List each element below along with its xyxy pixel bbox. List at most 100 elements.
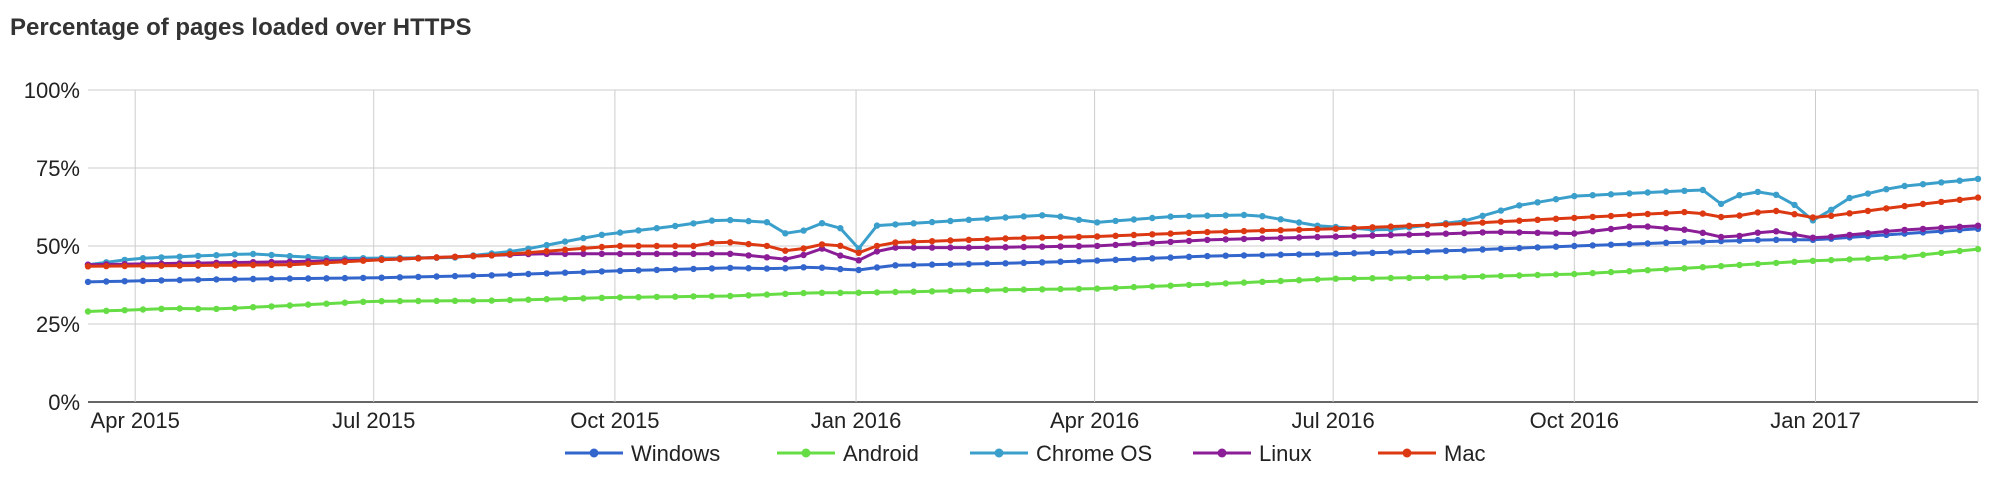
- data-point-mac: [378, 256, 385, 263]
- data-point-windows: [1222, 252, 1229, 259]
- data-point-windows: [1497, 245, 1505, 252]
- data-point-linux: [672, 250, 679, 257]
- data-point-chrome-os: [1020, 213, 1027, 220]
- data-point-mac: [1295, 226, 1303, 233]
- data-point-linux: [1424, 230, 1431, 238]
- data-point-mac: [84, 263, 92, 270]
- data-point-android: [525, 296, 532, 303]
- data-point-mac: [286, 261, 293, 268]
- data-point-android: [1112, 284, 1119, 292]
- data-point-mac: [1020, 234, 1027, 242]
- data-point-mac: [1387, 223, 1395, 230]
- data-point-android: [1791, 258, 1798, 265]
- data-point-mac: [1350, 224, 1358, 232]
- data-point-linux: [1442, 230, 1450, 237]
- data-point-mac: [1516, 217, 1523, 224]
- data-point-mac: [837, 242, 844, 249]
- data-point-mac: [1974, 194, 1982, 201]
- data-point-windows: [1791, 236, 1798, 243]
- legend-label-android: Android: [843, 441, 919, 466]
- data-point-windows: [176, 276, 183, 284]
- data-point-android: [690, 293, 697, 300]
- data-point-android: [928, 288, 936, 295]
- data-point-mac: [1057, 234, 1064, 241]
- data-point-mac: [1314, 226, 1321, 233]
- data-point-android: [1516, 272, 1523, 279]
- data-point-android: [1681, 265, 1688, 272]
- data-point-android: [873, 289, 881, 296]
- data-point-chrome-os: [1644, 189, 1651, 196]
- data-point-chrome-os: [194, 252, 202, 260]
- data-point-windows: [1240, 252, 1248, 259]
- x-tick-label: Apr 2016: [1050, 408, 1139, 433]
- data-point-chrome-os: [1039, 212, 1046, 219]
- data-point-android: [1442, 274, 1450, 281]
- data-point-linux: [1039, 243, 1046, 250]
- data-point-linux: [653, 250, 660, 257]
- data-point-windows: [360, 274, 367, 282]
- data-point-mac: [268, 261, 275, 269]
- data-point-mac: [121, 262, 128, 270]
- data-point-windows: [818, 264, 826, 271]
- data-point-mac: [635, 242, 642, 250]
- data-point-windows: [1571, 242, 1578, 250]
- data-point-windows: [873, 264, 881, 271]
- data-point-linux: [1002, 244, 1009, 251]
- data-point-mac: [194, 262, 202, 269]
- data-point-mac: [1736, 212, 1743, 219]
- y-tick-label: 25%: [36, 312, 80, 337]
- data-point-windows: [1406, 248, 1413, 255]
- data-point-windows: [1552, 243, 1560, 250]
- data-point-android: [543, 296, 550, 303]
- data-point-chrome-os: [690, 220, 697, 227]
- data-point-chrome-os: [249, 250, 257, 258]
- data-point-windows: [1314, 250, 1321, 258]
- data-point-android: [1699, 264, 1707, 271]
- data-point-chrome-os: [1919, 181, 1927, 188]
- data-point-windows: [286, 275, 293, 282]
- data-point-android: [892, 288, 899, 296]
- data-point-chrome-os: [928, 218, 936, 226]
- data-point-android: [910, 288, 917, 295]
- y-tick-label: 75%: [36, 156, 80, 181]
- data-point-android: [268, 303, 275, 310]
- data-point-linux: [1974, 222, 1982, 229]
- data-point-android: [561, 295, 569, 302]
- data-point-mac: [873, 242, 881, 250]
- y-tick-label: 50%: [36, 234, 80, 259]
- data-point-linux: [1387, 231, 1395, 239]
- data-point-mac: [103, 262, 110, 270]
- chart-title: Percentage of pages loaded over HTTPS: [10, 14, 472, 41]
- data-point-windows: [745, 265, 752, 272]
- data-point-android: [800, 289, 807, 297]
- data-point-linux: [708, 250, 716, 257]
- data-point-windows: [1387, 249, 1395, 256]
- data-point-android: [378, 298, 385, 305]
- data-point-chrome-os: [1259, 213, 1266, 220]
- data-point-windows: [249, 275, 257, 283]
- legend-marker-mac: [1402, 448, 1412, 458]
- data-point-chrome-os: [231, 251, 238, 258]
- data-point-android: [286, 302, 293, 309]
- data-point-android: [1589, 269, 1596, 277]
- data-point-mac: [506, 250, 514, 258]
- data-point-android: [139, 306, 147, 313]
- data-point-linux: [1130, 240, 1138, 248]
- data-point-mac: [543, 248, 550, 255]
- data-point-android: [1461, 273, 1468, 281]
- data-point-chrome-os: [1717, 200, 1725, 208]
- data-point-mac: [341, 258, 349, 265]
- data-point-chrome-os: [1130, 216, 1138, 223]
- data-point-chrome-os: [1149, 214, 1156, 222]
- data-point-android: [1387, 274, 1395, 282]
- data-point-windows: [1130, 255, 1138, 263]
- data-point-android: [341, 299, 349, 306]
- data-point-chrome-os: [1681, 187, 1688, 194]
- data-point-chrome-os: [873, 222, 881, 229]
- data-point-chrome-os: [139, 255, 147, 262]
- data-point-android: [745, 292, 752, 299]
- data-point-linux: [837, 252, 844, 259]
- data-point-android: [1754, 260, 1762, 268]
- data-point-android: [635, 294, 642, 301]
- data-point-mac: [433, 254, 440, 261]
